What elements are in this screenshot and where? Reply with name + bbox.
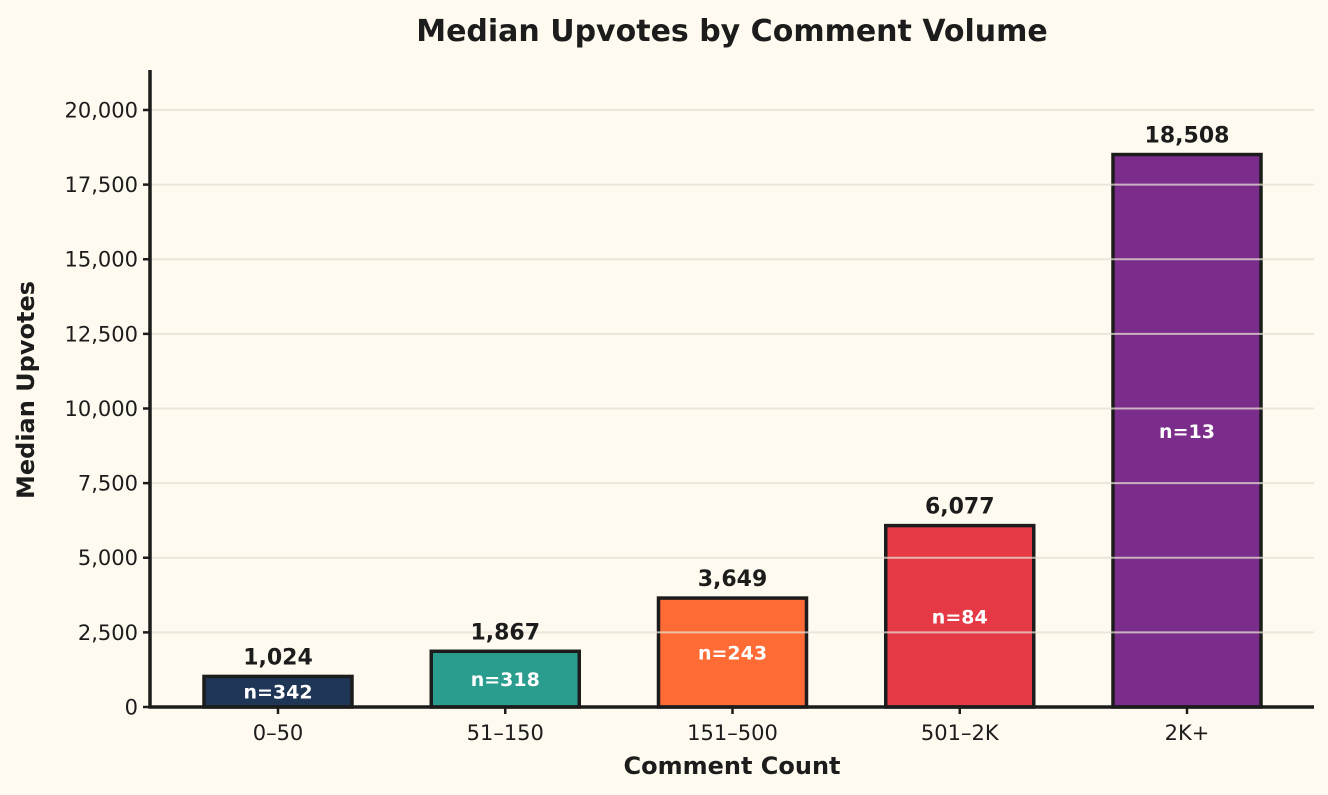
x-tick-label: 501–2K [921,721,1000,745]
y-tick-label: 7,500 [78,472,138,496]
bar-labels: 1,024 n=342 1,867 n=318 3,649 n=243 6,077 n=84 1… [243,124,1229,704]
value-label: 6,077 [925,495,995,520]
value-label: 1,867 [470,620,540,645]
gridlines [150,108,1314,634]
n-label: n=243 [698,643,767,665]
x-axis-label: Comment Count [623,752,840,780]
y-axis-label: Median Upvotes [12,281,40,499]
value-label: 1,024 [243,645,313,670]
bar-0 [202,674,354,709]
bar-1 [429,649,581,709]
n-label: n=318 [471,669,540,691]
y-tick-label: 10,000 [65,397,138,421]
n-label: n=13 [1159,421,1215,443]
x-tick-label: 151–500 [687,721,778,745]
n-label: n=84 [932,606,988,628]
x-tick-label: 51–150 [467,721,544,745]
x-tick-label: 2K+ [1165,721,1210,745]
y-tick-label: 5,000 [78,546,138,570]
x-tick-label: 0–50 [253,721,304,745]
y-tick-label: 17,500 [65,173,138,197]
axes: 0 2,500 5,000 7,500 10,000 12,500 15,000 17,500… [65,70,1314,745]
y-tick-label: 0 [125,696,138,720]
y-tick-label: 20,000 [65,98,138,122]
y-tick-label: 15,000 [65,248,138,272]
bar-2 [656,596,809,709]
y-tick-label: 2,500 [78,621,138,645]
value-label: 18,508 [1145,124,1230,149]
n-label: n=342 [243,682,312,704]
y-tick-label: 12,500 [65,322,138,346]
bars [202,152,1263,709]
value-label: 3,649 [698,567,768,592]
chart-title: Median Upvotes by Comment Volume [416,14,1048,49]
